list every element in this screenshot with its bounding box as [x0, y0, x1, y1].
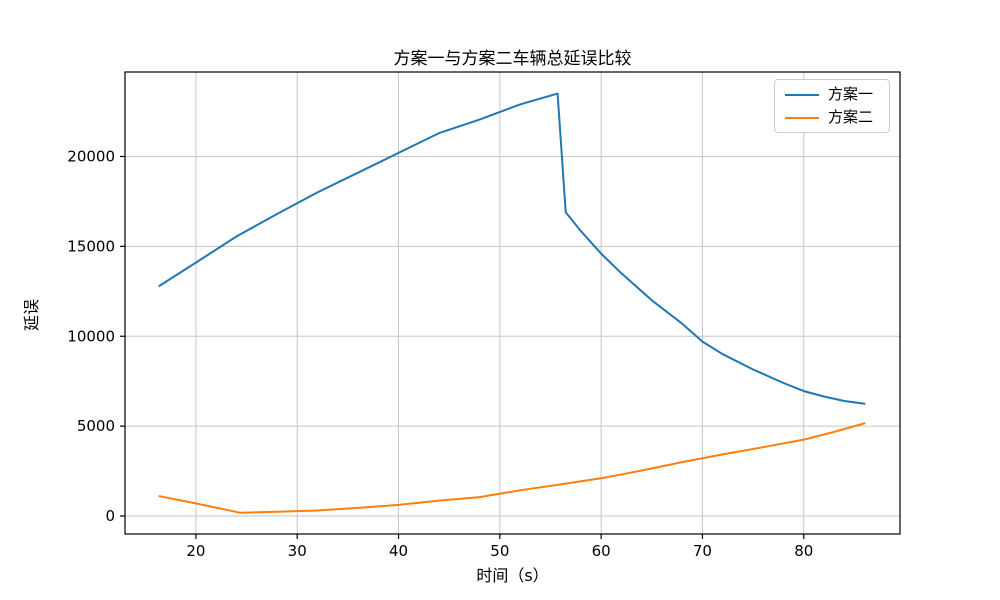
x-tick-label: 40: [389, 542, 408, 560]
legend: 方案一 方案二: [774, 79, 890, 133]
y-axis-label: 延误: [22, 298, 42, 332]
legend-label: 方案一: [828, 85, 874, 103]
x-tick-label: 20: [186, 542, 205, 560]
chart-title: 方案一与方案二车辆总延误比较: [393, 49, 632, 69]
y-tick-label: 20000: [67, 147, 115, 165]
y-tick-label: 0: [105, 507, 115, 525]
x-tick-label: 80: [794, 542, 813, 560]
legend-item: 方案一: [785, 87, 879, 102]
y-tick-label: 5000: [77, 417, 115, 435]
axes-spines: [124, 71, 901, 535]
y-tick-label: 15000: [67, 237, 115, 255]
x-tick-label: 30: [288, 542, 307, 560]
series-line-0: [158, 92, 866, 405]
y-tick-label: 10000: [67, 327, 115, 345]
legend-line-sample: [785, 93, 819, 96]
series-line-1: [158, 422, 866, 514]
x-tick-label: 60: [592, 542, 611, 560]
legend-label: 方案二: [828, 108, 874, 126]
legend-item: 方案二: [785, 110, 879, 125]
x-tick-label: 70: [693, 542, 712, 560]
x-tick-label: 50: [490, 542, 509, 560]
legend-line-sample: [785, 116, 819, 119]
x-axis-label: 时间（s）: [476, 566, 549, 585]
